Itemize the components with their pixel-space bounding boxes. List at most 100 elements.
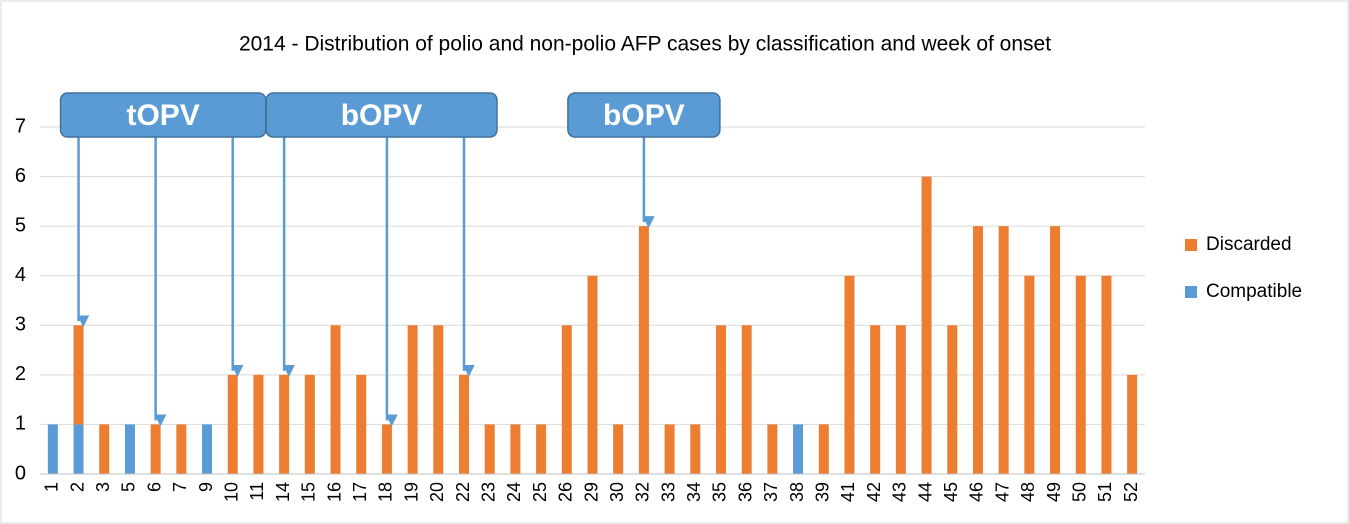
x-tick-label: 51 [1095, 482, 1115, 502]
bar [176, 424, 187, 474]
y-tick-label: 4 [15, 264, 26, 286]
bar [124, 424, 135, 474]
x-tick-label: 5 [119, 482, 139, 492]
bar [253, 374, 264, 474]
bar [1050, 226, 1061, 474]
y-tick-label: 2 [15, 363, 26, 385]
bar [510, 424, 521, 474]
x-tick-label: 10 [221, 482, 241, 502]
bar [73, 424, 84, 474]
bar [767, 424, 778, 474]
x-tick-label: 43 [890, 482, 910, 502]
bar [664, 424, 675, 474]
x-tick-label: 22 [453, 482, 473, 502]
x-tick-label: 46 [967, 482, 987, 502]
bar [741, 325, 752, 474]
x-tick-label: 50 [1070, 482, 1090, 502]
annotation-label: bOPV [603, 99, 685, 132]
legend-swatch [1185, 286, 1197, 298]
x-tick-label: 29 [581, 482, 601, 502]
y-tick-label: 1 [15, 413, 26, 435]
bar [407, 325, 418, 474]
bar [227, 374, 238, 474]
x-tick-label: 2 [67, 482, 87, 492]
bar [998, 226, 1009, 474]
bar [587, 275, 598, 474]
bar [150, 424, 161, 474]
bar [536, 424, 547, 474]
x-tick-label: 14 [273, 482, 293, 502]
bar [844, 275, 855, 474]
bar [202, 424, 213, 474]
bar [690, 424, 701, 474]
bar [279, 374, 290, 474]
bar [484, 424, 495, 474]
x-tick-label: 9 [196, 482, 216, 492]
x-tick-label: 3 [93, 482, 113, 492]
x-tick-label: 36 [735, 482, 755, 502]
y-tick-label: 5 [15, 214, 26, 236]
x-tick-label: 20 [427, 482, 447, 502]
x-tick-label: 18 [376, 482, 396, 502]
x-tick-label: 35 [710, 482, 730, 502]
x-tick-label: 52 [1121, 482, 1141, 502]
legend-swatch [1185, 239, 1197, 251]
x-tick-label: 44 [915, 482, 935, 502]
x-tick-label: 6 [144, 482, 164, 492]
bar [1075, 275, 1086, 474]
x-tick-label: 47 [992, 482, 1012, 502]
x-tick-label: 1 [42, 482, 62, 492]
bar [73, 325, 84, 425]
y-tick-label: 0 [15, 462, 26, 484]
bar [921, 176, 932, 475]
x-tick-label: 19 [401, 482, 421, 502]
annotation-label: tOPV [126, 99, 199, 132]
legend-label: Compatible [1206, 281, 1302, 302]
annotation-box [265, 92, 498, 138]
x-tick-label: 45 [941, 482, 961, 502]
x-tick-label: 41 [838, 482, 858, 502]
x-tick-label: 33 [658, 482, 678, 502]
bar [381, 424, 392, 474]
bar [1127, 374, 1138, 474]
x-tick-label: 16 [324, 482, 344, 502]
bar [638, 226, 649, 474]
bar [459, 374, 470, 474]
y-tick-label: 7 [15, 115, 26, 137]
x-tick-label: 23 [478, 482, 498, 502]
x-tick-label: 15 [299, 482, 319, 502]
bar [1024, 275, 1035, 474]
x-tick-label: 32 [633, 482, 653, 502]
bar [330, 325, 341, 474]
bar [818, 424, 829, 474]
bar [1101, 275, 1112, 474]
bar [947, 325, 958, 474]
x-tick-label: 24 [504, 482, 524, 502]
bar [895, 325, 906, 474]
x-tick-label: 17 [350, 482, 370, 502]
bar [433, 325, 444, 474]
bar [304, 374, 315, 474]
bar [99, 424, 110, 474]
bar [870, 325, 881, 474]
bar [47, 424, 58, 474]
y-tick-label: 6 [15, 165, 26, 187]
x-tick-label: 38 [787, 482, 807, 502]
x-tick-label: 11 [247, 482, 267, 501]
x-tick-label: 37 [761, 482, 781, 502]
annotation-box [567, 92, 721, 138]
legend-label: Discarded [1206, 234, 1292, 255]
x-tick-label: 34 [684, 482, 704, 502]
y-tick-label: 3 [15, 314, 26, 336]
x-tick-label: 25 [530, 482, 550, 502]
annotation-label: bOPV [341, 99, 423, 132]
x-tick-label: 30 [607, 482, 627, 502]
bar [793, 424, 804, 474]
bar [561, 325, 572, 474]
x-tick-label: 7 [170, 482, 190, 492]
bar [715, 325, 726, 474]
bar [972, 226, 983, 474]
x-tick-label: 48 [1018, 482, 1038, 502]
x-tick-label: 49 [1044, 482, 1064, 502]
